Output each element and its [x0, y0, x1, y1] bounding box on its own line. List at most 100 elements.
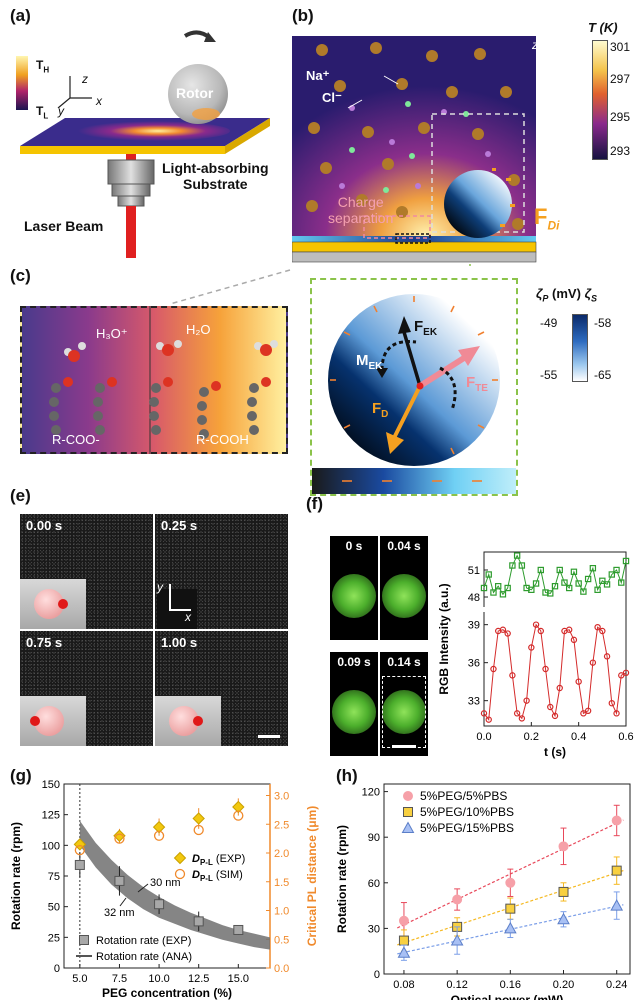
na-label: Na⁺ [306, 68, 330, 83]
temperature-colorbar-b [592, 40, 608, 160]
y2-tick-label: 2.5 [274, 819, 289, 831]
data-point [547, 703, 554, 711]
x-tick-label: 0.4 [571, 731, 586, 743]
plot-frame [383, 783, 631, 975]
data-point [556, 684, 563, 692]
data-point [547, 590, 554, 597]
frame-2: 0.75 s [20, 631, 153, 746]
data-point [611, 865, 622, 876]
legend-entry: 5%PEG/5%PBS [420, 789, 507, 803]
x-tick-label: 0.16 [500, 979, 521, 991]
data-point [504, 630, 511, 637]
data-point [608, 699, 615, 707]
data-point [513, 710, 521, 717]
data-point [114, 833, 125, 844]
panel-f-label: (f) [306, 494, 323, 513]
x-tick-label: 7.5 [112, 973, 127, 985]
data-point [613, 710, 620, 717]
cl-label: Cl⁻ [322, 90, 342, 105]
optical-power-chart: 0.08 0.12 0.16 0.20 0.24 0 30 60 90 120 5%PEG/5%PB… [335, 783, 631, 1000]
rotor-label: Rotor [176, 85, 214, 101]
x-tick-label: 0.08 [393, 979, 414, 991]
frame-3: 1.00 s [155, 631, 288, 746]
charge-separation-label: Charge separation [328, 194, 394, 226]
y-tick-label: 90 [368, 832, 380, 844]
zeta-colorbar-title: ζP (mV) ζS [536, 286, 597, 304]
legend-marker [174, 868, 186, 880]
data-point [74, 859, 85, 870]
data-point [232, 800, 245, 814]
panel-g-label: (g) [10, 766, 32, 785]
y2-tick-label: 1.0 [274, 906, 289, 918]
y-tick-label: 39 [468, 620, 480, 632]
data-point [233, 810, 244, 821]
x-tick-label: 0.0 [476, 731, 491, 743]
objective-lens [107, 159, 155, 185]
data-point [528, 644, 535, 651]
data-point [532, 580, 540, 587]
x-tick-label: 0.2 [524, 731, 539, 743]
data-point [603, 581, 611, 588]
data-point [551, 712, 559, 720]
data-point [566, 584, 573, 592]
data-point [610, 899, 624, 911]
legend-marker [403, 791, 413, 801]
legend-dpl-exp: DP-L (EXP) [192, 853, 245, 867]
data-point [154, 899, 165, 910]
y-tick-label: 150 [42, 779, 60, 791]
x-tick-label: 0.24 [606, 979, 627, 991]
y-tick-label: 100 [42, 840, 60, 852]
y-axis-label: Rotation rate (rpm) [9, 822, 23, 930]
data-point [480, 710, 488, 717]
data-point [557, 912, 570, 925]
x-tick-label: 10.0 [148, 973, 169, 985]
panel-b-label: (b) [292, 6, 314, 25]
data-point [73, 838, 87, 851]
temperature-colorbar [16, 56, 28, 110]
drag-force-label: FDi [534, 204, 560, 233]
data-point [490, 665, 497, 673]
x-tick-label: 15.0 [228, 973, 249, 985]
panel-d-label: (d) [342, 294, 364, 313]
data-point [114, 875, 125, 886]
data-point [599, 627, 606, 635]
y-axis-label: Rotation rate (rpm) [335, 825, 349, 933]
x-tick-label: 12.5 [188, 973, 209, 985]
x-tick-label: 0.12 [446, 979, 467, 991]
bead-frame-1: 0.04 s [380, 536, 428, 640]
panel-b-simulation [292, 36, 537, 268]
data-point [398, 915, 409, 926]
scale-bar [258, 735, 280, 738]
legend-entry: 5%PEG/15%PBS [420, 821, 514, 835]
data-point [528, 586, 535, 594]
bead-frame-3: 0.14 s [380, 652, 428, 756]
y-tick-label: 120 [362, 787, 380, 799]
data-point [565, 626, 573, 633]
bead-frame-2: 0.09 s [330, 652, 378, 756]
data-point [397, 946, 411, 958]
series-line-0 [483, 554, 627, 596]
data-point [580, 710, 587, 717]
data-point [584, 707, 592, 714]
plot-frame [483, 551, 627, 727]
peg-concentration-chart: 5.0 7.5 10.0 12.5 15.0 0 25 50 75 100 125 150 0.0 0.5… [9, 779, 319, 1000]
data-point [485, 571, 492, 578]
data-point [561, 579, 568, 586]
data-point [193, 916, 204, 927]
fte-label: FTE [466, 374, 488, 394]
series-line-1 [483, 623, 627, 722]
data-point [509, 562, 516, 569]
legend-marker [173, 851, 187, 865]
y-tick-label: 50 [48, 902, 60, 914]
panel-e-label: (e) [10, 486, 31, 505]
y-tick-label: 0 [54, 963, 60, 975]
data-point [589, 659, 597, 666]
data-point [599, 577, 606, 585]
data-point [513, 552, 521, 559]
data-point [74, 844, 85, 856]
legend-ana: Rotation rate (ANA) [96, 951, 192, 963]
data-point [570, 568, 578, 576]
y-tick-label: 36 [468, 658, 480, 670]
data-point [504, 584, 511, 592]
data-point [490, 589, 497, 596]
